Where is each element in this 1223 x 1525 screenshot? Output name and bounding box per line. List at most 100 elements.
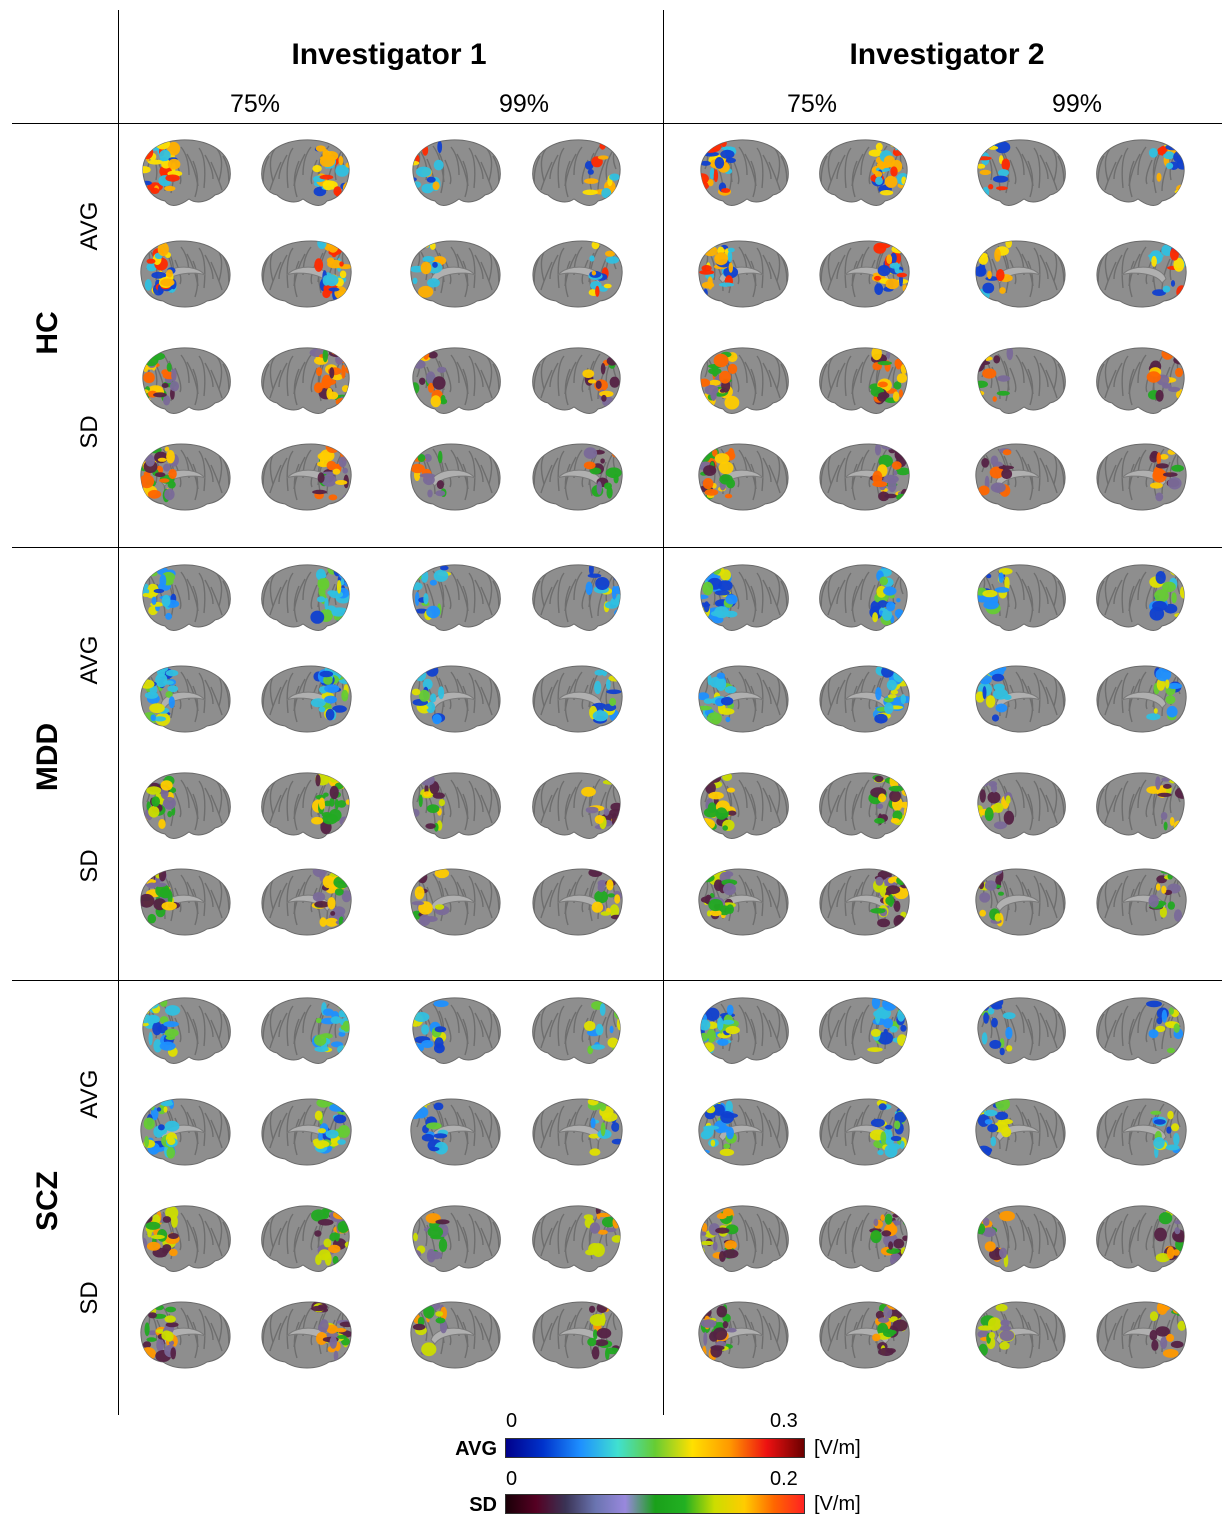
brain-lateral-view xyxy=(532,564,621,631)
group-label-hc: HC xyxy=(31,311,64,355)
group-label-scz: SCZ xyxy=(31,1171,64,1231)
brain-lateral-view xyxy=(700,997,789,1064)
grid-line-header xyxy=(12,123,1222,124)
brain-lateral-view xyxy=(1096,347,1185,414)
brain-lateral-view xyxy=(142,997,231,1064)
brain-medial-view xyxy=(698,240,789,308)
brain-lateral-view xyxy=(700,139,789,206)
brain-medial-view xyxy=(532,1301,623,1369)
header-investigator-2: Investigator 2 xyxy=(849,38,1045,71)
brain-medial-view xyxy=(1096,240,1187,308)
brain-medial-view xyxy=(410,240,501,308)
row-label-mdd-avg: AVG xyxy=(76,635,103,685)
brain-medial-view xyxy=(975,240,1066,308)
header-investigator-1: Investigator 1 xyxy=(291,38,487,71)
brain-lateral-view xyxy=(142,347,231,414)
row-label-hc-sd: SD xyxy=(76,415,103,449)
brain-lateral-view xyxy=(819,1205,908,1272)
avg-colorbar-label: AVG xyxy=(455,1438,497,1460)
brain-medial-view xyxy=(698,665,789,733)
brain-medial-view xyxy=(819,1301,910,1369)
brain-lateral-view xyxy=(532,347,621,414)
brain-lateral-view xyxy=(700,1205,789,1272)
brain-medial-view xyxy=(1096,1301,1187,1369)
brain-medial-view xyxy=(261,240,352,308)
brain-lateral-view xyxy=(261,347,350,414)
brain-medial-view xyxy=(819,868,910,936)
brain-lateral-view xyxy=(412,772,501,839)
header-inv1-75: 75% xyxy=(229,90,281,118)
brain-lateral-view xyxy=(532,772,621,839)
brain-lateral-view xyxy=(1096,1205,1185,1272)
brain-lateral-view xyxy=(261,564,350,631)
brain-lateral-view xyxy=(1096,564,1185,631)
brain-medial-view xyxy=(698,443,789,511)
brain-medial-view xyxy=(819,443,910,511)
brain-lateral-view xyxy=(412,564,501,631)
brain-lateral-view xyxy=(977,772,1066,839)
brain-medial-view xyxy=(261,1301,352,1369)
brain-medial-view xyxy=(819,665,910,733)
brain-medial-view xyxy=(975,1301,1066,1369)
row-label-hc-avg: AVG xyxy=(76,201,103,251)
brain-medial-view xyxy=(140,665,231,733)
brain-lateral-view xyxy=(142,772,231,839)
brain-lateral-view xyxy=(142,1205,231,1272)
brain-medial-view xyxy=(261,665,352,733)
brain-medial-view xyxy=(410,868,501,936)
brain-lateral-view xyxy=(819,997,908,1064)
brain-medial-view xyxy=(1096,868,1187,936)
brain-medial-view xyxy=(975,868,1066,936)
brain-medial-view xyxy=(1096,443,1187,511)
avg-colorbar xyxy=(505,1438,805,1458)
brain-lateral-view xyxy=(532,139,621,206)
brain-lateral-view xyxy=(1096,139,1185,206)
brain-medial-view xyxy=(410,1301,501,1369)
brain-medial-view xyxy=(975,1098,1066,1166)
brain-lateral-view xyxy=(819,139,908,206)
group-label-mdd: MDD xyxy=(31,722,64,792)
brain-medial-view xyxy=(140,1301,231,1369)
brain-medial-view xyxy=(410,443,501,511)
brain-medial-view xyxy=(698,868,789,936)
sd-colorbar-max: 0.2 xyxy=(770,1468,798,1490)
brain-medial-view xyxy=(975,665,1066,733)
brain-medial-view xyxy=(819,1098,910,1166)
brain-lateral-view xyxy=(819,564,908,631)
brain-medial-view xyxy=(698,1098,789,1166)
brain-lateral-view xyxy=(819,347,908,414)
sd-colorbar-unit: [V/m] xyxy=(814,1493,861,1515)
brain-lateral-view xyxy=(261,772,350,839)
brain-medial-view xyxy=(140,240,231,308)
brain-medial-view xyxy=(410,1098,501,1166)
avg-colorbar-max: 0.3 xyxy=(770,1410,798,1432)
brain-lateral-view xyxy=(977,347,1066,414)
avg-colorbar-min: 0 xyxy=(506,1410,518,1432)
header-inv2-75: 75% xyxy=(786,90,838,118)
brain-lateral-view xyxy=(700,564,789,631)
brain-medial-view xyxy=(261,1098,352,1166)
avg-colorbar-unit: [V/m] xyxy=(814,1437,861,1459)
brain-medial-view xyxy=(140,1098,231,1166)
sd-colorbar-min: 0 xyxy=(506,1468,518,1490)
sd-colorbar xyxy=(505,1494,805,1514)
grid-line-mdd-scz xyxy=(12,980,1222,981)
brain-lateral-view xyxy=(819,772,908,839)
brain-medial-view xyxy=(532,868,623,936)
brain-medial-view xyxy=(975,443,1066,511)
brain-medial-view xyxy=(819,240,910,308)
brain-medial-view xyxy=(698,1301,789,1369)
row-label-scz-avg: AVG xyxy=(76,1069,103,1119)
brain-medial-view xyxy=(532,665,623,733)
grid-line-middle-vertical xyxy=(663,10,664,1415)
brain-lateral-view xyxy=(261,139,350,206)
brain-medial-view xyxy=(532,240,623,308)
brain-lateral-view xyxy=(261,997,350,1064)
brain-lateral-view xyxy=(412,347,501,414)
brain-medial-view xyxy=(1096,665,1187,733)
brain-lateral-view xyxy=(1096,997,1185,1064)
brain-lateral-view xyxy=(977,1205,1066,1272)
brain-lateral-view xyxy=(142,139,231,206)
brain-lateral-view xyxy=(412,997,501,1064)
brain-lateral-view xyxy=(532,1205,621,1272)
